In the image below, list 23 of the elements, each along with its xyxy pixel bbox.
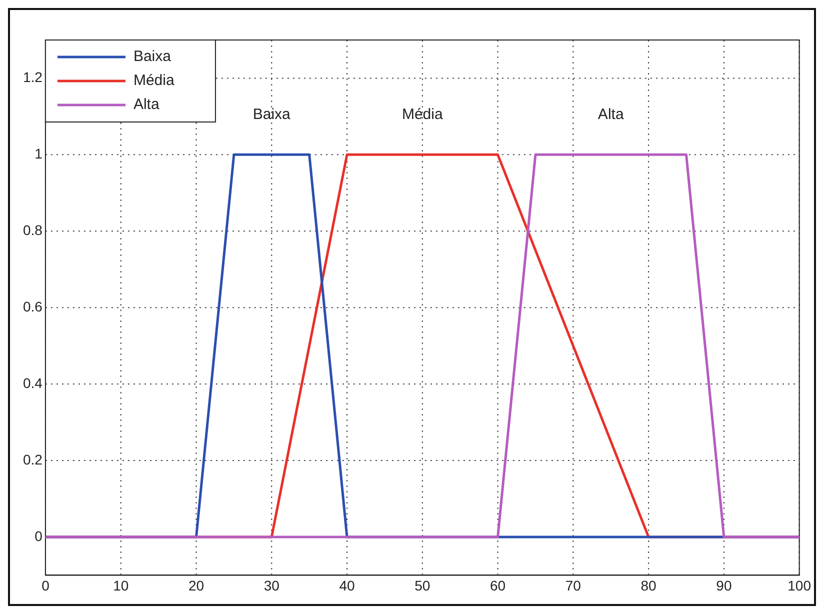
annotation: Alta [598, 106, 624, 123]
annotation: Média [402, 106, 444, 123]
x-tick-label: 30 [264, 577, 280, 594]
legend-label: Baixa [133, 48, 172, 66]
y-tick-label: 1 [34, 146, 43, 162]
x-tick-label: 100 [788, 577, 812, 594]
legend-label: Média [133, 72, 175, 90]
x-tick-label: 40 [339, 577, 356, 594]
x-tick-label: 70 [565, 577, 582, 594]
y-tick-label: 0.2 [22, 451, 43, 468]
x-tick-label: 90 [716, 577, 732, 594]
y-tick-label: 1.2 [22, 69, 43, 86]
x-tick-label: 60 [490, 577, 506, 594]
x-tick-label: 50 [414, 577, 430, 594]
y-tick-label: 0.4 [22, 374, 43, 391]
legend-label: Alta [133, 96, 160, 114]
x-tick-label: 20 [188, 577, 204, 594]
annotation: Baixa [252, 106, 292, 123]
y-tick-label: 0.8 [22, 222, 43, 238]
y-tick-label: 0 [34, 528, 43, 544]
y-tick-label: 0.6 [22, 298, 43, 314]
x-tick-label: 10 [113, 577, 129, 594]
x-tick-label: 80 [640, 577, 657, 594]
